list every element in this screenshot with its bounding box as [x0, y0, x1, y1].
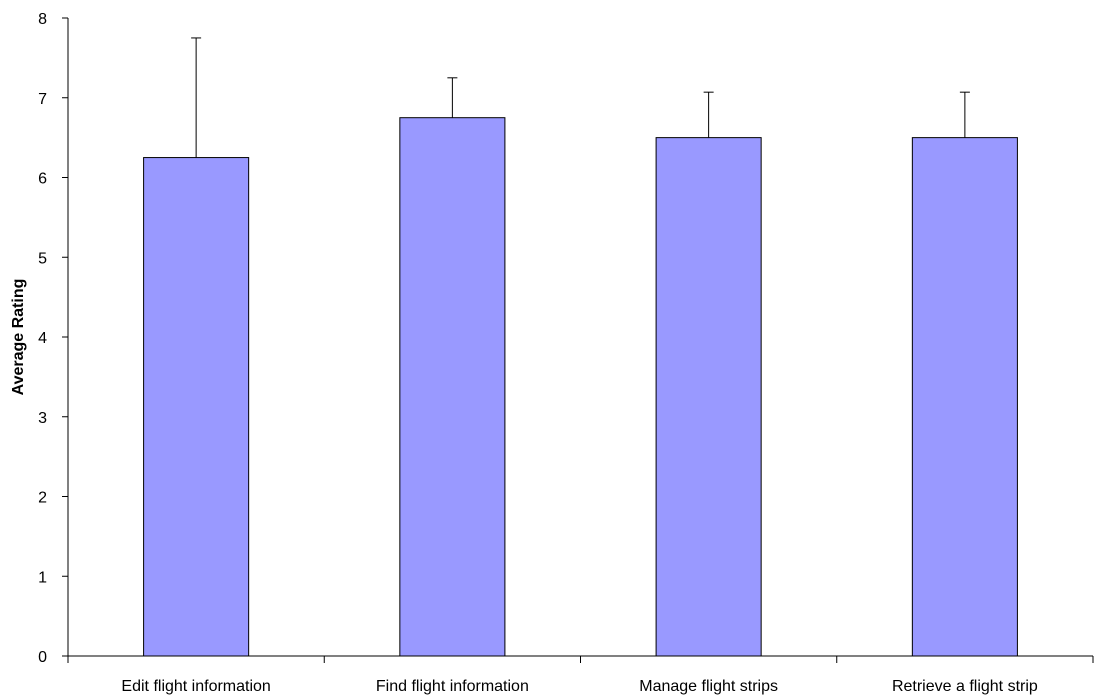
bar — [399, 117, 506, 657]
x-tick-label: Find flight information — [376, 678, 529, 695]
y-tick-label: 5 — [38, 250, 47, 267]
bar — [655, 137, 762, 657]
bar — [911, 137, 1018, 657]
x-tick-label: Retrieve a flight strip — [892, 678, 1038, 695]
bars — [143, 117, 1018, 657]
y-axis-title: Average Rating — [10, 279, 27, 396]
x-tick-label: Edit flight information — [121, 678, 270, 695]
y-tick-label: 1 — [38, 569, 47, 586]
y-tick-label: 2 — [38, 490, 47, 507]
y-tick-label: 8 — [38, 11, 47, 28]
y-tick-label: 0 — [38, 649, 47, 666]
y-tick-label: 6 — [38, 171, 47, 188]
y-axis-ticks: 0 1 2 3 4 5 6 7 8 — [38, 11, 68, 666]
x-tick-label: Manage flight strips — [639, 678, 778, 695]
y-tick-label: 7 — [38, 91, 47, 108]
y-tick-label: 4 — [38, 330, 47, 347]
x-axis-ticks: Edit flight information Find flight infor… — [67, 656, 1094, 695]
error-bars — [191, 37, 970, 158]
bar — [143, 157, 250, 657]
y-tick-label: 3 — [38, 410, 47, 427]
